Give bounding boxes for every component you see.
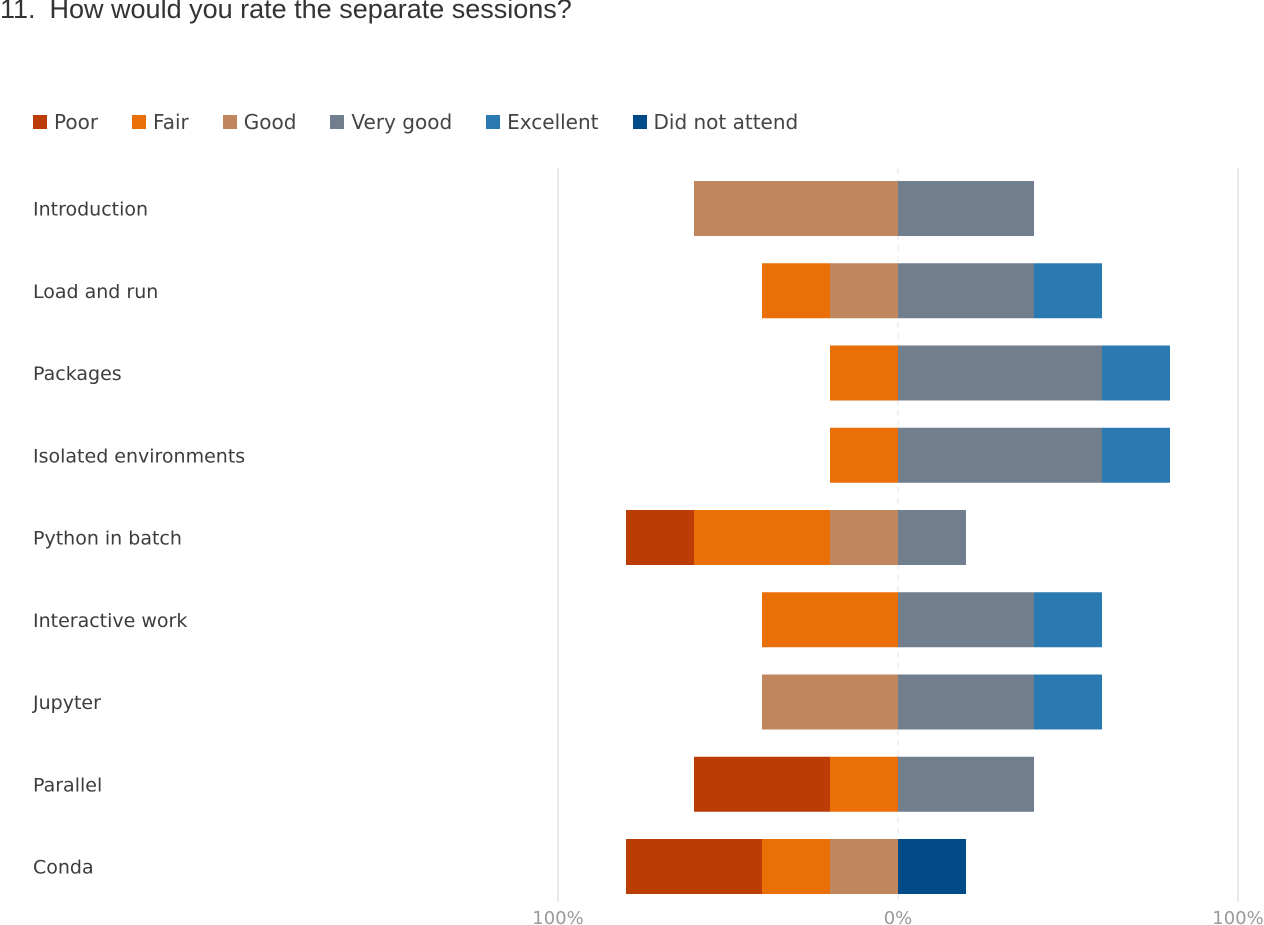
chart-legend: Poor Fair Good Very good Excellent Did n… (33, 108, 832, 136)
bar-introduction-good (694, 181, 898, 236)
legend-swatch-fair (132, 115, 147, 129)
category-label-python-in-batch: Python in batch (33, 528, 182, 550)
bar-load-and-run-good (830, 263, 898, 319)
legend-swatch-very-good (330, 115, 345, 129)
question-number: 11. (0, 0, 36, 24)
tick-label-2: 100% (1212, 908, 1263, 925)
bar-introduction-very-good (898, 181, 1034, 236)
category-label-jupyter: Jupyter (32, 692, 101, 714)
legend-swatch-excellent (486, 115, 501, 129)
legend-label-did-not-attend: Did not attend (653, 110, 799, 134)
bar-packages-fair (830, 345, 898, 401)
legend-swatch-good (222, 115, 237, 129)
bar-isolated-environments-excellent (1102, 427, 1170, 483)
legend-item-fair[interactable]: Fair (132, 110, 189, 134)
legend-item-very-good[interactable]: Very good (330, 110, 452, 134)
bar-parallel-fair (830, 756, 898, 812)
bar-isolated-environments-very-good (898, 427, 1102, 483)
bar-packages-excellent (1102, 345, 1170, 401)
bar-interactive-work-fair (762, 592, 898, 648)
legend-label-fair: Fair (153, 110, 189, 134)
legend-label-very-good: Very good (351, 110, 453, 134)
bar-jupyter-good (762, 674, 898, 730)
category-label-isolated-environments: Isolated environments (33, 445, 245, 467)
category-label-conda: Conda (33, 857, 94, 879)
legend-swatch-did-not-attend (632, 115, 647, 129)
bar-interactive-work-very-good (898, 592, 1034, 648)
bar-conda-poor (626, 839, 762, 894)
bar-python-in-batch-fair (694, 510, 830, 565)
bar-load-and-run-excellent (1034, 263, 1102, 319)
bar-parallel-poor (694, 756, 830, 812)
bar-parallel-very-good (898, 756, 1034, 812)
category-label-load-and-run: Load and run (33, 281, 158, 303)
legend-label-excellent: Excellent (507, 110, 599, 134)
category-label-introduction: Introduction (33, 199, 148, 221)
legend-item-good[interactable]: Good (222, 110, 297, 134)
legend-label-poor: Poor (54, 110, 99, 134)
bar-interactive-work-excellent (1034, 592, 1102, 648)
bar-python-in-batch-good (830, 510, 898, 565)
tick-label-1: 0% (884, 908, 913, 925)
bar-jupyter-excellent (1034, 674, 1102, 730)
bar-conda-did-not-attend (898, 839, 966, 894)
legend-label-good: Good (243, 110, 297, 134)
bar-conda-fair (762, 839, 830, 894)
legend-item-excellent[interactable]: Excellent (486, 110, 599, 134)
bar-isolated-environments-fair (830, 427, 898, 483)
legend-swatch-poor (33, 115, 47, 129)
legend-item-poor[interactable]: Poor (33, 110, 98, 134)
bar-jupyter-very-good (898, 674, 1034, 730)
tick-label-0: 100% (532, 908, 583, 925)
bar-packages-very-good (898, 345, 1102, 401)
bar-python-in-batch-poor (626, 510, 694, 565)
question-title: How would you rate the separate sessions… (49, 0, 572, 24)
category-label-packages: Packages (33, 363, 122, 385)
legend-item-did-not-attend[interactable]: Did not attend (632, 110, 799, 134)
category-label-interactive-work: Interactive work (33, 610, 187, 632)
bar-load-and-run-fair (762, 263, 830, 319)
bar-python-in-batch-very-good (898, 510, 966, 565)
category-label-parallel: Parallel (33, 774, 102, 796)
bar-load-and-run-very-good (898, 263, 1034, 319)
bar-conda-good (830, 839, 898, 894)
question-header: 11. How would you rate the separate sess… (0, 0, 572, 34)
